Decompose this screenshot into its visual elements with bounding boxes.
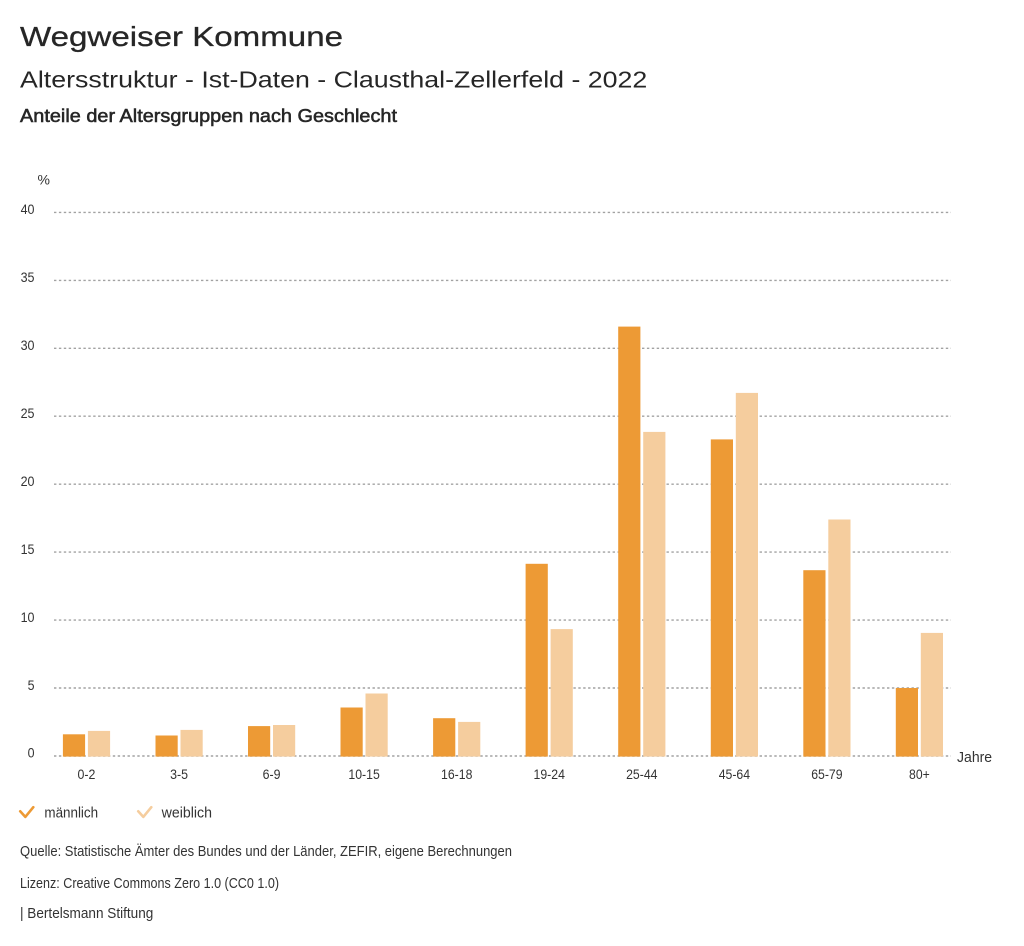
svg-text:80+: 80+ [909, 767, 930, 782]
svg-text:Anteile der Altersgruppen nach: Anteile der Altersgruppen nach Geschlech… [20, 105, 397, 126]
svg-text:40: 40 [21, 202, 35, 217]
svg-text:10: 10 [21, 610, 35, 625]
svg-text:Altersstruktur - Ist-Daten - C: Altersstruktur - Ist-Daten - Clausthal-Z… [20, 67, 647, 93]
svg-text:65-79: 65-79 [811, 767, 843, 782]
svg-text:Jahre: Jahre [957, 749, 992, 766]
svg-text:25: 25 [21, 406, 35, 421]
svg-text:0-2: 0-2 [78, 767, 96, 782]
svg-text:weiblich: weiblich [161, 805, 212, 822]
svg-text:0: 0 [28, 746, 35, 761]
svg-text:16-18: 16-18 [441, 767, 473, 782]
svg-text:Lizenz: Creative Commons Zero: Lizenz: Creative Commons Zero 1.0 (CC0 1… [20, 875, 279, 892]
svg-text:19-24: 19-24 [534, 767, 566, 782]
svg-text:6-9: 6-9 [263, 767, 281, 782]
svg-text:| Bertelsmann Stiftung: | Bertelsmann Stiftung [20, 905, 153, 922]
svg-text:25-44: 25-44 [626, 767, 658, 782]
svg-text:5: 5 [28, 678, 35, 693]
svg-text:Wegweiser Kommune: Wegweiser Kommune [20, 21, 343, 52]
svg-text:30: 30 [21, 338, 35, 353]
svg-text:15: 15 [21, 542, 35, 557]
svg-text:45-64: 45-64 [719, 767, 751, 782]
svg-text:3-5: 3-5 [170, 767, 188, 782]
svg-text:35: 35 [21, 270, 35, 285]
svg-text:10-15: 10-15 [348, 767, 380, 782]
svg-text:männlich: männlich [44, 805, 98, 822]
svg-text:%: % [38, 171, 50, 187]
svg-text:20: 20 [21, 474, 35, 489]
svg-text:Quelle: Statistische Ämter des: Quelle: Statistische Ämter des Bundes un… [20, 843, 512, 860]
